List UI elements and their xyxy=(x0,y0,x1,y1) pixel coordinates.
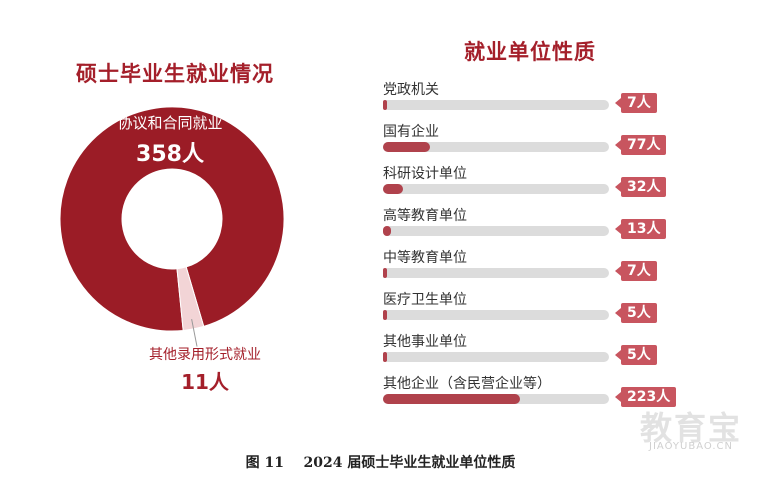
bar-value-badge: 7人 xyxy=(615,261,657,281)
bar-category-label: 国有企业 xyxy=(383,124,439,140)
bar-track xyxy=(383,394,609,404)
bar-fill xyxy=(383,142,431,152)
bar-category-label: 医疗卫生单位 xyxy=(383,292,467,308)
bar-category-label: 其他企业（含民营企业等） xyxy=(383,376,551,392)
bar-track xyxy=(383,226,609,236)
bar-row: 科研设计单位 32人 xyxy=(383,163,673,203)
donut-label-contract: 协议和合同就业 xyxy=(117,114,223,132)
bar-category-label: 党政机关 xyxy=(383,82,439,98)
bar-fill xyxy=(383,352,387,362)
bar-track xyxy=(383,184,609,194)
bar-track xyxy=(383,310,609,320)
donut-slice-0 xyxy=(59,106,285,332)
bar-value-badge: 7人 xyxy=(615,93,657,113)
bar-chart-title: 就业单位性质 xyxy=(464,40,596,64)
donut-leader-line xyxy=(191,318,198,347)
bar-fill xyxy=(383,394,520,404)
bar-track xyxy=(383,268,609,278)
watermark-logo: 教育宝 xyxy=(639,409,742,447)
bar-row: 中等教育单位 7人 xyxy=(383,247,673,287)
pie-chart-title: 硕士毕业生就业情况 xyxy=(76,62,274,86)
bar-row: 医疗卫生单位 5人 xyxy=(383,289,673,329)
bar-fill xyxy=(383,310,387,320)
bar-row: 党政机关 7人 xyxy=(383,79,673,119)
watermark-url: JIAOYUBAO.CN xyxy=(649,441,733,452)
bar-row: 其他企业（含民营企业等） 223人 xyxy=(383,373,677,413)
bar-row: 高等教育单位 13人 xyxy=(383,205,673,245)
bar-fill xyxy=(383,184,403,194)
bar-category-label: 科研设计单位 xyxy=(383,166,467,182)
bar-fill xyxy=(383,268,388,278)
bar-value-badge: 5人 xyxy=(615,345,657,365)
bar-value-badge: 77人 xyxy=(614,135,667,155)
bar-category-label: 高等教育单位 xyxy=(383,208,467,224)
bar-track xyxy=(383,352,609,362)
bar-value-badge: 32人 xyxy=(614,177,667,197)
figure-caption: 图 11 2024 届硕士毕业生就业单位性质 xyxy=(245,455,516,471)
bar-value-badge: 5人 xyxy=(615,303,657,323)
donut-value-other: 11人 xyxy=(181,370,229,394)
bar-row: 其他事业单位 5人 xyxy=(383,331,673,371)
donut-value-contract: 358人 xyxy=(136,142,204,167)
bar-value-badge: 223人 xyxy=(614,387,677,407)
bar-track xyxy=(383,142,609,152)
employment-donut-chart xyxy=(59,106,285,347)
donut-label-other: 其他录用形式就业 xyxy=(149,347,261,363)
bar-track xyxy=(383,100,609,110)
bar-category-label: 其他事业单位 xyxy=(383,334,467,350)
bar-row: 国有企业 77人 xyxy=(383,121,673,161)
donut-slice-1 xyxy=(176,266,205,331)
bar-category-label: 中等教育单位 xyxy=(383,250,467,266)
bar-fill xyxy=(383,100,388,110)
bar-fill xyxy=(383,226,391,236)
bar-value-badge: 13人 xyxy=(614,219,667,239)
